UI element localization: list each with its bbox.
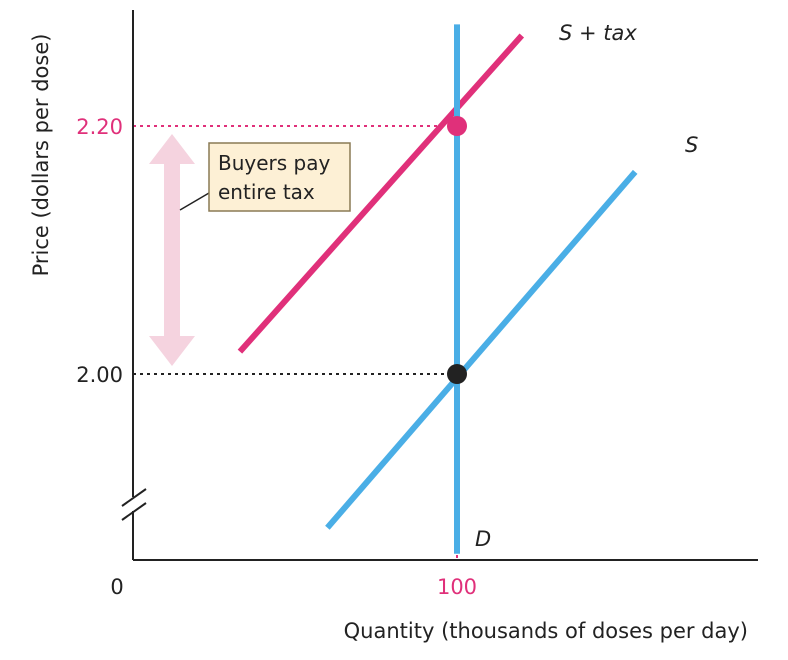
x-tick-label-100: 100 xyxy=(437,575,477,599)
supply-label: S xyxy=(685,133,698,157)
x-axis-title: Quantity (thousands of doses per day) xyxy=(344,619,748,643)
supply-curve xyxy=(325,169,638,530)
demand-label: D xyxy=(475,527,491,551)
y-tick-label-2-00: 2.00 xyxy=(76,363,123,387)
axis-break-icon xyxy=(121,488,147,521)
annotation-line-2: entire tax xyxy=(218,180,315,204)
tax-arrow xyxy=(149,134,195,366)
supply-plus-tax-curve xyxy=(237,33,525,354)
initial-equilibrium-point xyxy=(447,364,467,384)
taxed-equilibrium-point xyxy=(447,116,467,136)
x-tick-label-0: 0 xyxy=(110,575,123,599)
y-tick-label-2-20: 2.20 xyxy=(76,115,123,139)
annotation-leader xyxy=(179,192,210,211)
annotation-line-1: Buyers pay xyxy=(218,151,330,175)
annotation-box xyxy=(208,142,351,212)
supply-plus-tax-label: S + tax xyxy=(559,21,637,45)
y-axis-title: Price (dollars per dose) xyxy=(29,34,53,277)
